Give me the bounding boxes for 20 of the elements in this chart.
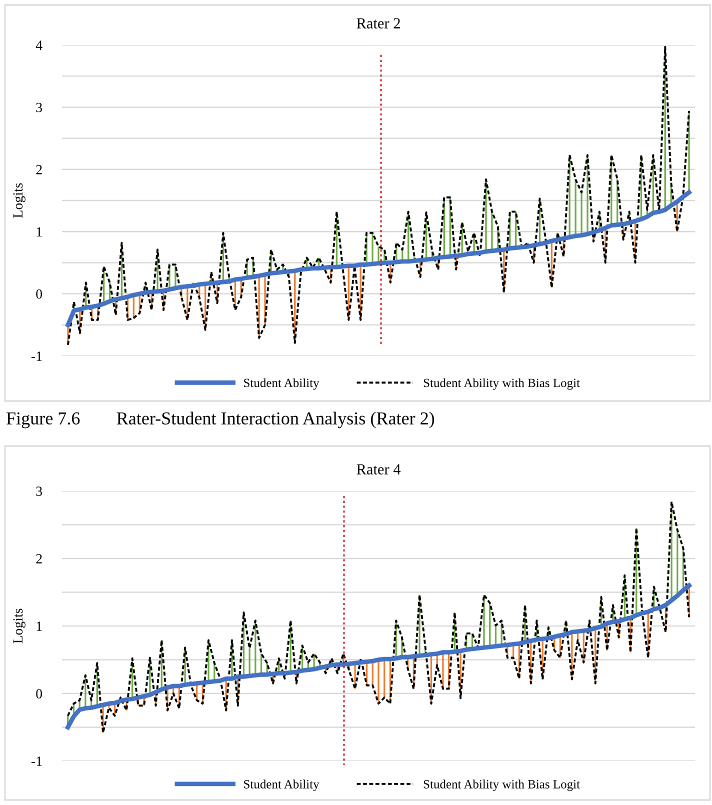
legend-label: Student Ability [244,378,320,390]
chart-title: Rater 4 [356,464,401,474]
legend-label: Student Ability [244,780,320,792]
y-tick-label: 2 [36,554,42,564]
caption: Figure 7.6 Rater-Student Interaction Analysis (Rater 2) [6,412,434,428]
y-tick-label: 3 [36,102,42,112]
legend-label: Student Ability with Bias Logit [424,780,580,792]
y-axis-title: Logits [13,183,26,218]
legend-label: Student Ability with Bias Logit [424,378,580,390]
y-tick-label: -1 [32,756,42,766]
y-tick-label: -1 [32,352,42,361]
y-axis-title: Logits [13,608,26,644]
y-tick-label: 4 [36,40,42,50]
y-tick-label: 0 [36,289,42,299]
y-tick-label: 1 [36,622,42,631]
chart-title: Rater 2 [356,18,400,28]
y-tick-label: 2 [36,165,42,174]
y-tick-label: 0 [36,689,42,698]
y-tick-label: 1 [36,227,42,236]
y-tick-label: 3 [36,486,42,496]
